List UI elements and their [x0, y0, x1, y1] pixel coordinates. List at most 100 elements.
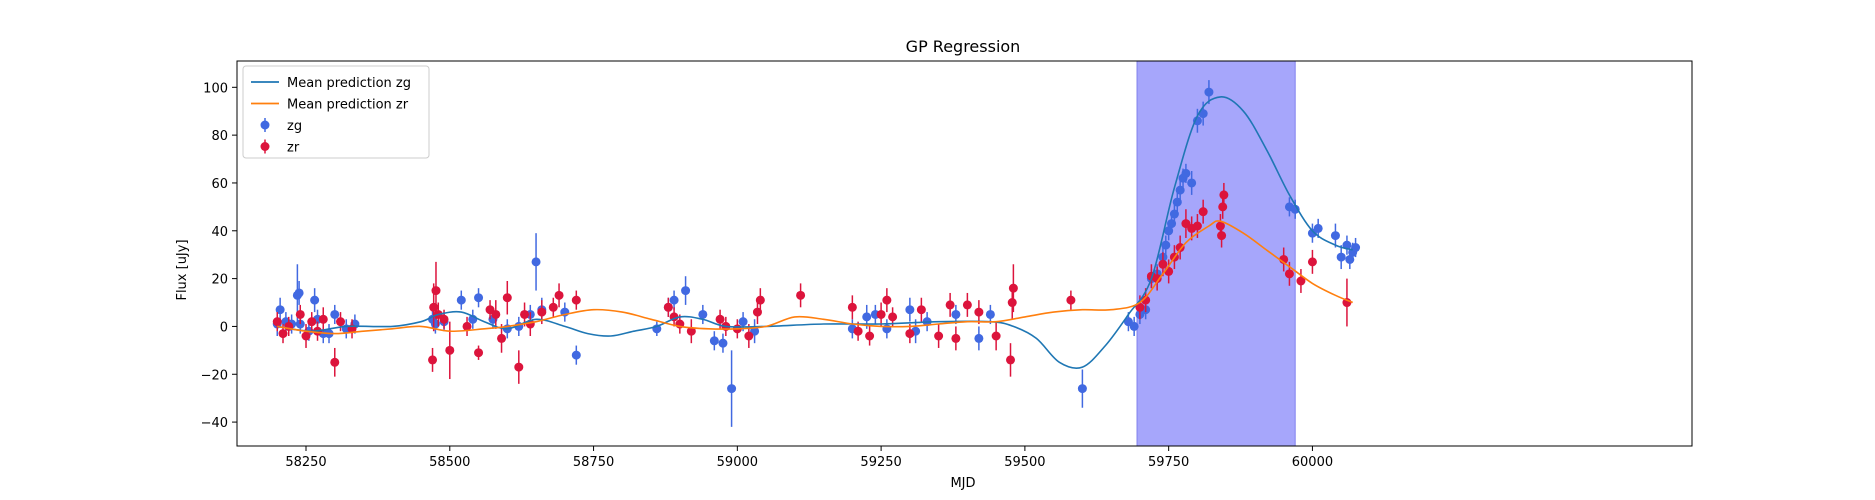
data-point-zg: [1351, 243, 1361, 253]
data-point-zr: [318, 314, 328, 324]
data-point-zr: [502, 293, 512, 303]
data-point-zg: [1169, 209, 1179, 219]
data-point-zr: [514, 362, 524, 372]
x-tick-label: 58750: [573, 455, 614, 470]
data-point-zr: [497, 333, 507, 343]
data-point-zg: [1129, 321, 1139, 331]
data-point-zr: [796, 290, 806, 300]
data-point-zg: [1330, 231, 1340, 241]
chart-title: GP Regression: [906, 37, 1021, 56]
data-point-zr: [307, 317, 317, 327]
data-point-zr: [865, 331, 875, 341]
data-point-zg: [1172, 197, 1182, 207]
legend-label-1: Mean prediction zr: [287, 98, 409, 113]
x-tick-label: 59750: [1148, 455, 1189, 470]
data-point-zr: [1008, 283, 1018, 293]
data-point-zg: [1187, 178, 1197, 188]
data-point-zr: [1215, 221, 1225, 231]
data-point-zr: [686, 326, 696, 336]
y-tick-label: −20: [201, 368, 228, 383]
data-point-zr: [1152, 274, 1162, 284]
data-point-zr: [715, 314, 725, 324]
data-point-zr: [663, 302, 673, 312]
y-tick-label: 100: [203, 81, 228, 96]
data-point-zg: [882, 324, 892, 334]
data-point-zg: [905, 305, 915, 315]
data-point-zr: [554, 290, 564, 300]
data-point-zr: [491, 309, 501, 319]
data-point-zr: [1219, 190, 1229, 200]
data-point-zr: [431, 286, 441, 296]
y-tick-label: 60: [211, 177, 228, 192]
axes-frame: [236, 60, 1693, 447]
data-point-zg: [738, 317, 748, 327]
data-point-zg: [1204, 87, 1214, 97]
data-point-zr: [330, 357, 340, 367]
data-point-zr: [336, 317, 346, 327]
data-point-zr: [974, 307, 984, 317]
y-tick-label: −40: [201, 416, 228, 431]
legend-marker-3: [260, 142, 270, 151]
data-point-zg: [681, 286, 691, 296]
data-point-zg: [698, 309, 708, 319]
data-point-zr: [1284, 269, 1294, 279]
data-point-zg: [456, 295, 466, 305]
data-point-zr: [945, 300, 955, 310]
x-tick-label: 60000: [1292, 455, 1333, 470]
legend-label-2: zg: [287, 119, 302, 134]
data-point-zr: [520, 309, 530, 319]
data-point-zr: [295, 309, 305, 319]
data-point-zr: [1007, 298, 1017, 308]
data-point-zr: [1217, 231, 1227, 241]
data-point-zr: [905, 329, 915, 339]
data-point-zr: [916, 305, 926, 315]
data-point-zr: [962, 300, 972, 310]
data-point-zr: [439, 314, 449, 324]
data-point-zr: [474, 348, 484, 358]
line-mean-prediction-zr: [277, 220, 1354, 335]
legend: Mean prediction zg Mean prediction zr zg zr: [242, 65, 430, 159]
line-mean-prediction-zg: [277, 96, 1353, 370]
data-point-zg: [1336, 252, 1346, 262]
data-point-zg: [974, 333, 984, 343]
data-point-zg: [1313, 223, 1323, 233]
data-point-zg: [1161, 240, 1171, 250]
data-point-zr: [1296, 276, 1306, 286]
data-point-zr: [571, 295, 581, 305]
legend-box: [242, 65, 430, 159]
data-point-zr: [934, 331, 944, 341]
plot-area: [272, 61, 1361, 446]
data-point-zr: [1218, 202, 1228, 212]
data-point-zr: [1135, 302, 1145, 312]
data-point-zg: [727, 384, 737, 394]
series-zr: [272, 182, 1352, 384]
legend-label-3: zr: [287, 141, 300, 156]
data-point-zr: [272, 317, 282, 327]
data-point-zg: [310, 295, 320, 305]
legend-marker-2: [260, 120, 270, 130]
x-tick-label: 59000: [717, 455, 758, 470]
data-point-zr: [882, 295, 892, 305]
data-point-zr: [428, 355, 438, 365]
data-point-zr: [301, 331, 311, 341]
data-point-zg: [862, 312, 872, 322]
data-point-zg: [275, 305, 285, 315]
x-tick-label: 59250: [860, 455, 901, 470]
data-point-zg: [985, 309, 995, 319]
data-point-zg: [1181, 168, 1191, 178]
y-tick-label: 40: [211, 225, 228, 240]
y-tick-label: 20: [211, 273, 228, 288]
data-point-zr: [876, 309, 886, 319]
data-point-zr: [1175, 243, 1185, 253]
data-point-zr: [744, 331, 754, 341]
data-point-zr: [445, 345, 455, 355]
data-point-zr: [888, 312, 898, 322]
data-point-zr: [951, 333, 961, 343]
data-point-zg: [669, 295, 679, 305]
data-point-zr: [991, 331, 1001, 341]
y-axis-label: Flux [uJy]: [175, 239, 190, 300]
data-point-zg: [531, 257, 541, 267]
data-point-zg: [571, 350, 581, 360]
data-point-zr: [462, 321, 472, 331]
